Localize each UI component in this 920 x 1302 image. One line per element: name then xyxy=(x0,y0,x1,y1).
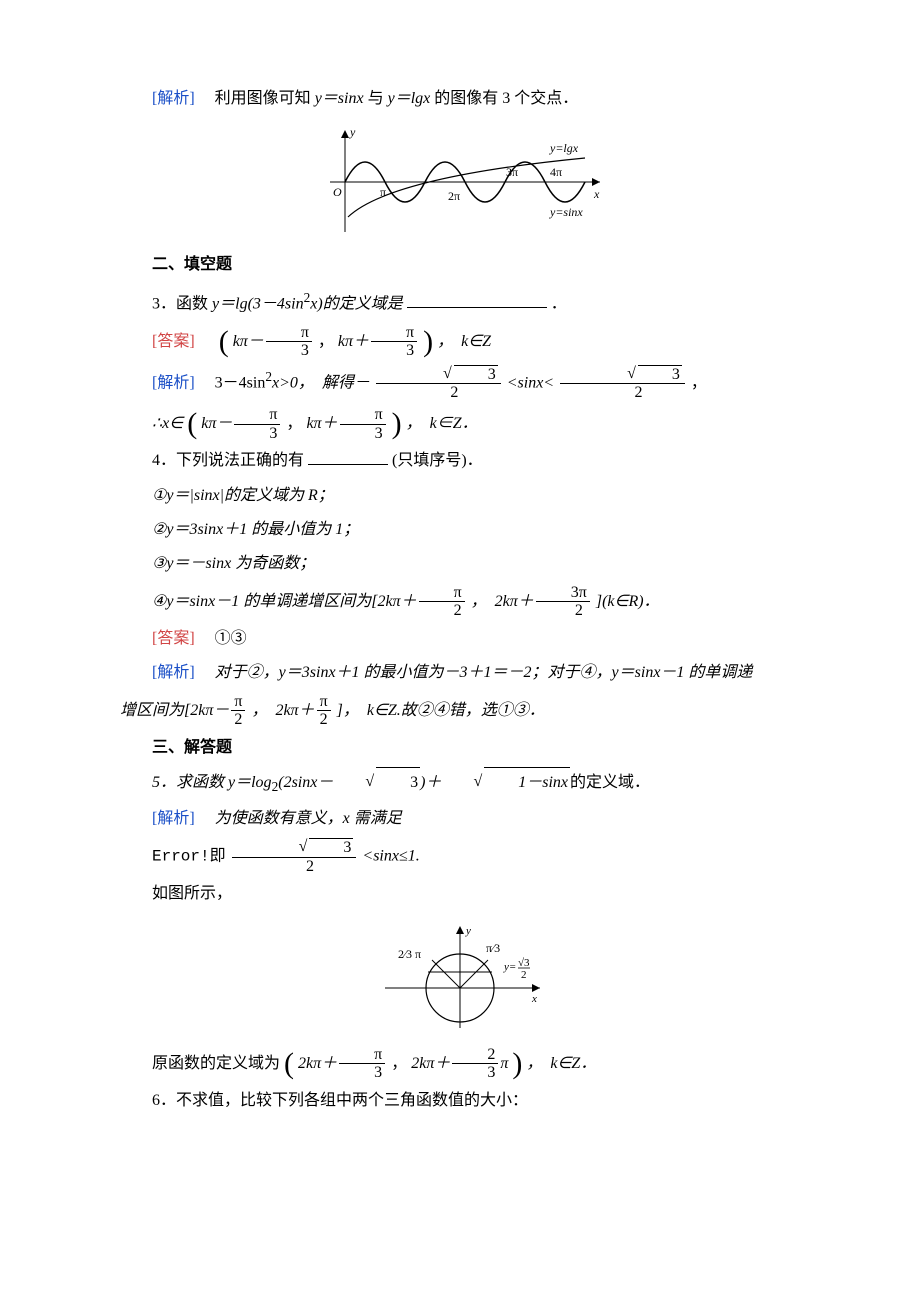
plot1-xlabel: x xyxy=(593,187,600,201)
s3a-mid: x>0， 解得－ xyxy=(272,374,370,391)
answer-label-4: [答案] xyxy=(152,630,195,647)
svg-text:π⁄3: π⁄3 xyxy=(486,941,500,955)
svg-text:2: 2 xyxy=(521,969,527,981)
a3-pr: ) xyxy=(423,325,433,358)
a3-sep: ， xyxy=(318,332,334,349)
plot1-t1: π xyxy=(380,185,386,199)
q4-blank xyxy=(308,448,388,465)
svg-text:y=: y= xyxy=(503,961,516,973)
section-2-title: 二、填空题 xyxy=(120,250,800,280)
q4-3: ③y＝－sinx 为奇函数； xyxy=(120,549,800,579)
p1-tail: 的图像有 3 个交点． xyxy=(434,90,578,107)
a3-pl: ( xyxy=(219,325,229,358)
p1-eq2: y＝lgx xyxy=(388,90,431,107)
answer-label-3: [答案] xyxy=(152,332,195,349)
s5b: Error!即 √32 <sinx≤1. xyxy=(120,838,800,875)
q4-1: ①y＝|sinx|的定义域为 R； xyxy=(120,481,800,511)
svg-text:2⁄3 π: 2⁄3 π xyxy=(398,947,421,961)
s5b-err: Error! xyxy=(152,847,210,865)
a3-m: kπ－ xyxy=(233,332,264,349)
a3-p: kπ＋ xyxy=(338,332,369,349)
q3-tail2: ． xyxy=(551,295,567,312)
plot1-sin: y=sinx xyxy=(549,205,583,219)
q3-fn: y＝lg(3－4sin xyxy=(212,295,304,312)
plot1-lgx: y=lgx xyxy=(549,141,579,155)
plot2: y x 2⁄3 π π⁄3 y= √3 2 xyxy=(370,918,550,1038)
s3a-pre: 3－4sin xyxy=(199,374,266,391)
s5a: [解析] 为使函数有意义，x 需满足 xyxy=(120,804,800,834)
a3: [答案] ( kπ－π3 ， kπ＋π3 ) ， k∈Z xyxy=(120,324,800,360)
p1-mid: 与 xyxy=(368,90,388,107)
svg-text:√3: √3 xyxy=(518,957,530,969)
section-3-title: 三、解答题 xyxy=(120,733,800,763)
q3: 3．函数 y＝lg(3－4sin2x)的定义域是 ． xyxy=(120,285,800,320)
plot1-ylabel: y xyxy=(349,125,356,139)
q4-2: ②y＝3sinx＋1 的最小值为 1； xyxy=(120,515,800,545)
plot1-wrap: y x O y=lgx y=sinx π 2π 3π 4π xyxy=(120,122,800,242)
q3-tail1: x)的定义域是 xyxy=(310,295,402,312)
q4-4: ④y＝sinx－1 的单调递增区间为[2kπ＋π2 ， 2kπ＋3π2 ](k∈… xyxy=(120,584,800,620)
q3-blank xyxy=(407,291,547,308)
q5: 5．求函数 y＝log2(2sinx－√3)＋√1－sinx的定义域． xyxy=(120,767,800,800)
svg-text:x: x xyxy=(531,993,537,1005)
s3a: [解析] 3－4sin2x>0， 解得－ √32 <sinx< √32 ， xyxy=(120,364,800,402)
s4b: 增区间为[2kπ－π2 ， 2kπ＋π2 ]， k∈Z.故②④错，选①③． xyxy=(120,693,800,729)
q4-lead: 4．下列说法正确的有 xyxy=(152,452,304,469)
s5c: 如图所示， xyxy=(120,879,800,909)
plot1-origin: O xyxy=(333,185,342,199)
a3-post: ， k∈Z xyxy=(437,332,491,349)
s3b-post: ， k∈Z． xyxy=(406,415,478,432)
q4-tail: (只填序号)． xyxy=(392,452,483,469)
analysis-label: [解析] xyxy=(152,90,195,107)
s3b: ∴x∈ ( kπ－π3 ， kπ＋π3 ) ， k∈Z． xyxy=(120,406,800,442)
analysis-label-5: [解析] xyxy=(152,810,195,827)
a3-pre xyxy=(199,332,215,349)
plot1-t2: 2π xyxy=(448,189,460,203)
p1-eq1: y＝sinx xyxy=(315,90,364,107)
s3a-lt: <sinx< xyxy=(507,374,554,391)
plot1: y x O y=lgx y=sinx π 2π 3π 4π xyxy=(310,122,610,242)
s5d: 原函数的定义域为 ( 2kπ＋π3 ， 2kπ＋23π ) ， k∈Z． xyxy=(120,1046,800,1082)
q3-lead: 3．函数 xyxy=(152,295,212,312)
analysis-label-3: [解析] xyxy=(152,374,195,391)
page: [解析] 利用图像可知 y＝sinx 与 y＝lgx 的图像有 3 个交点． y… xyxy=(0,0,920,1302)
a4-text: ①③ xyxy=(199,630,247,647)
plot1-t4: 4π xyxy=(550,165,562,179)
a4: [答案] ①③ xyxy=(120,624,800,654)
q4: 4．下列说法正确的有 (只填序号)． xyxy=(120,446,800,476)
q6: 6．不求值，比较下列各组中两个三角函数值的大小： xyxy=(120,1086,800,1116)
analysis-1: [解析] 利用图像可知 y＝sinx 与 y＝lgx 的图像有 3 个交点． xyxy=(120,84,800,114)
s4a-text: 对于②，y＝3sinx＋1 的最小值为－3＋1＝－2；对于④，y＝sinx－1 … xyxy=(199,664,753,681)
analysis-label-4: [解析] xyxy=(152,664,195,681)
plot1-t3: 3π xyxy=(506,165,518,179)
svg-text:y: y xyxy=(465,925,471,937)
s4a: [解析] 对于②，y＝3sinx＋1 的最小值为－3＋1＝－2；对于④，y＝si… xyxy=(120,658,800,688)
p1-text: 利用图像可知 xyxy=(199,90,315,107)
s3b-pre: ∴x∈ xyxy=(152,415,183,432)
plot2-wrap: y x 2⁄3 π π⁄3 y= √3 2 xyxy=(120,918,800,1038)
s3a-comma: ， xyxy=(691,374,707,391)
